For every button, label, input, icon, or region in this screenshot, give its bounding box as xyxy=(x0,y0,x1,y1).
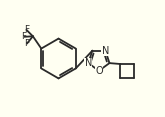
Text: N: N xyxy=(85,58,92,68)
Text: N: N xyxy=(102,46,109,56)
Text: F: F xyxy=(24,25,29,34)
Text: O: O xyxy=(95,66,103,76)
Text: F: F xyxy=(21,32,26,41)
Text: F: F xyxy=(24,39,30,48)
